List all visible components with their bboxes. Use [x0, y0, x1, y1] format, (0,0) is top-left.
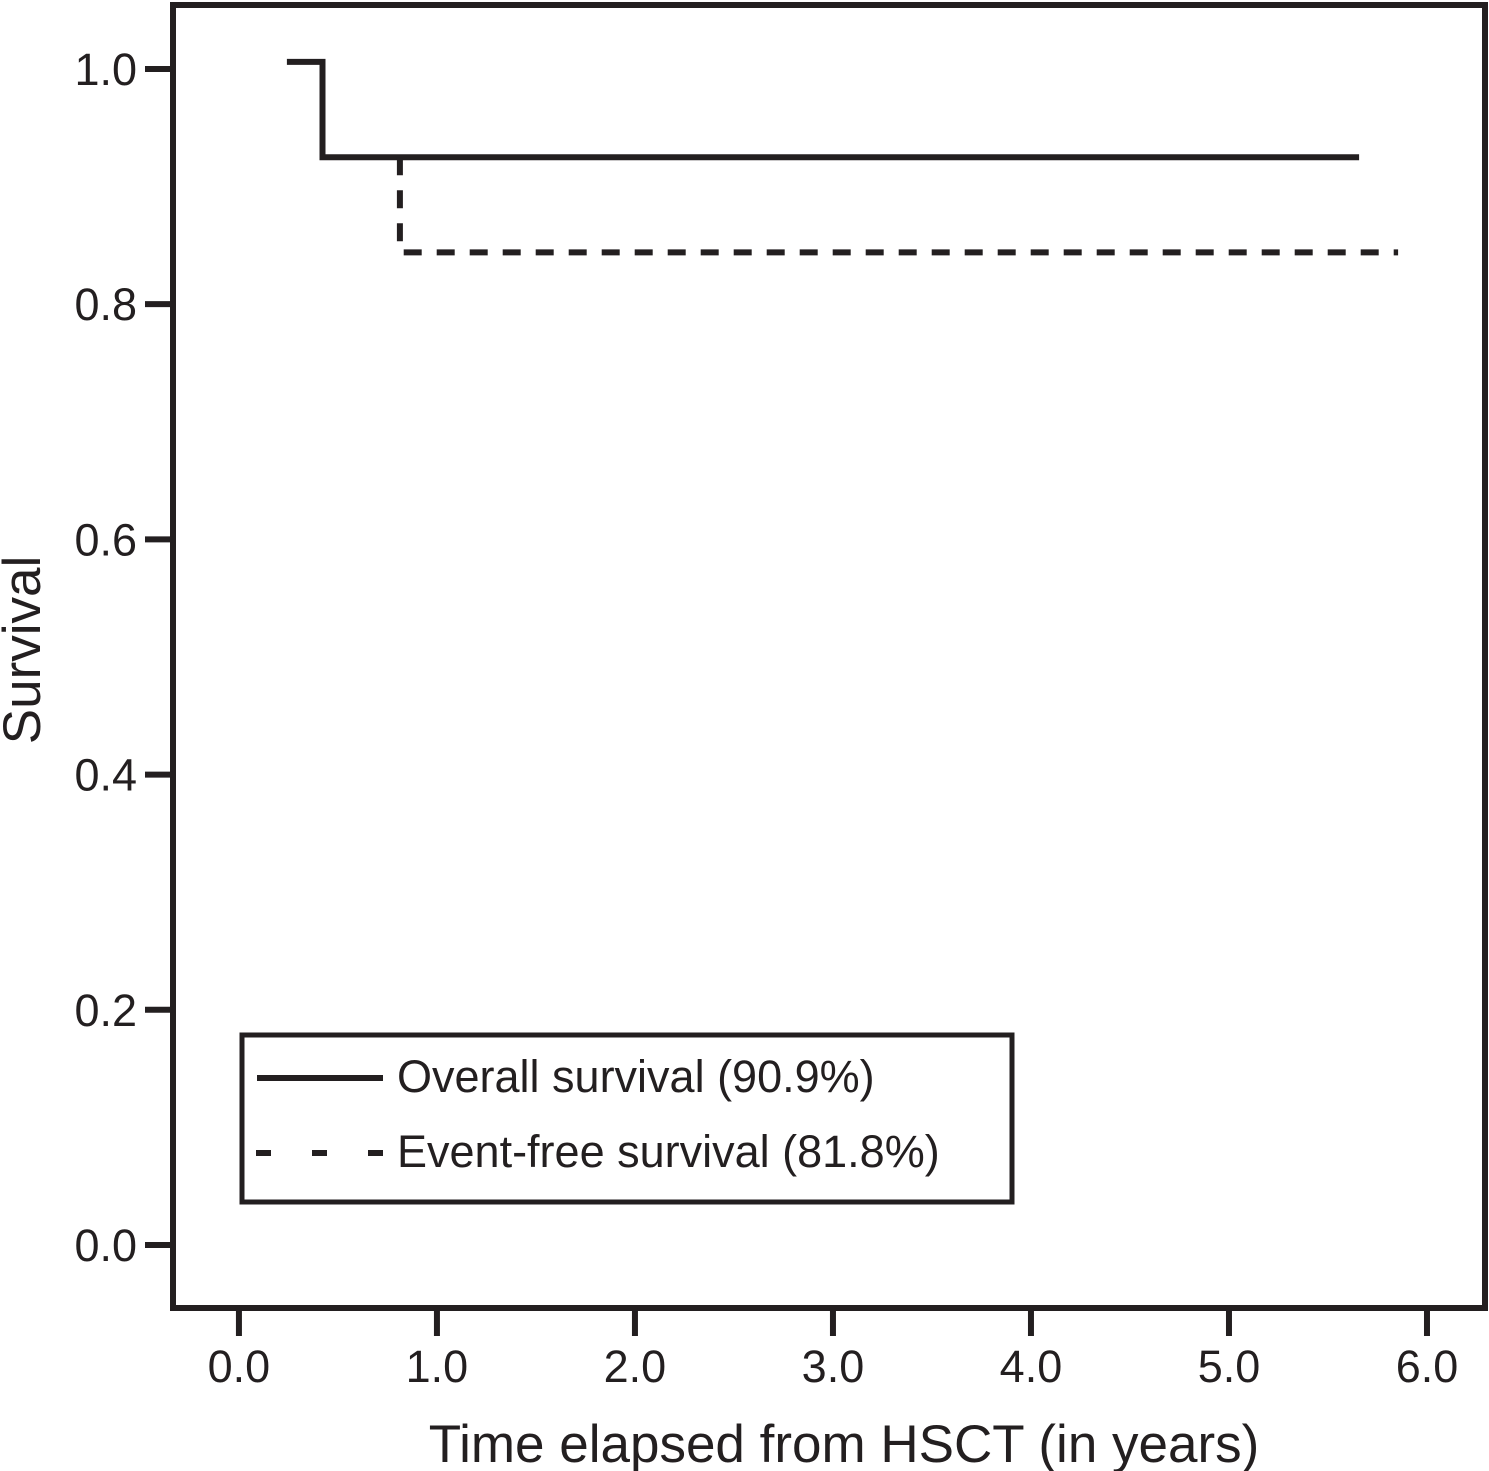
legend-label-event-free-survival: Event-free survival (81.8%): [397, 1126, 940, 1177]
x-tick-label: 1.0: [406, 1341, 469, 1392]
y-tick-label: 1.0: [74, 44, 137, 95]
series-curves: [286, 58, 1399, 256]
x-tick-label: 4.0: [1000, 1341, 1063, 1392]
legend-box: [239, 1032, 1015, 1205]
y-axis-title: Survival: [0, 556, 52, 745]
y-tick-label: 0.8: [74, 279, 137, 330]
y-tick-label: 0.6: [74, 514, 137, 565]
legend: Overall survival (90.9%) Event-free surv…: [239, 1032, 1015, 1205]
x-tick-label: 0.0: [208, 1341, 271, 1392]
x-tick-label: 6.0: [1396, 1341, 1459, 1392]
y-axis-ticks: 0.0 0.2 0.4 0.6 0.8 1.0: [74, 44, 173, 1271]
legend-label-overall-survival: Overall survival (90.9%): [397, 1051, 875, 1102]
x-tick-label: 5.0: [1198, 1341, 1261, 1392]
x-tick-label: 2.0: [604, 1341, 667, 1392]
x-axis-ticks: 0.0 1.0 2.0 3.0 4.0 5.0 6.0: [208, 1308, 1459, 1392]
y-tick-label: 0.2: [74, 985, 137, 1036]
plot-area-border: [170, 2, 1488, 1311]
event-free-survival-curve: [396, 157, 1399, 256]
x-tick-label: 3.0: [802, 1341, 865, 1392]
y-tick-label: 0.0: [74, 1220, 137, 1271]
x-axis-title: Time elapsed from HSCT (in years): [429, 1415, 1260, 1471]
overall-survival-curve: [286, 58, 1360, 161]
y-tick-label: 0.4: [74, 750, 137, 801]
